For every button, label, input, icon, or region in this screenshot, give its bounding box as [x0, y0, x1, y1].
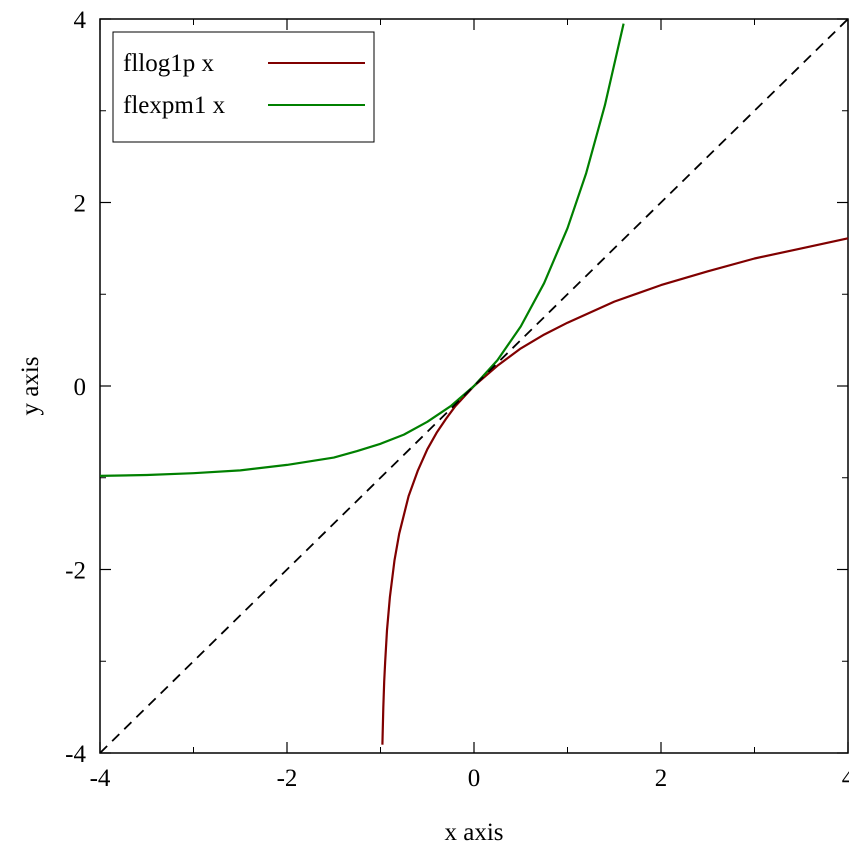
legend-label-fllog1p: fllog1p x: [123, 50, 214, 77]
x-axis-title: x axis: [444, 819, 503, 846]
tick-labels: -4 -2 0 2 4 -4 -2 0 2 4: [65, 7, 849, 792]
x-tick-label: 4: [842, 765, 849, 792]
axis-ticks: [99, 18, 849, 754]
x-tick-label: -2: [277, 765, 298, 792]
y-tick-label: 0: [74, 374, 87, 401]
y-tick-label: -2: [65, 558, 86, 585]
y-tick-label: -4: [65, 741, 86, 768]
legend-box: [112, 31, 375, 143]
series-line-flexpm1: [99, 23, 625, 477]
y-axis-title: y axis: [17, 356, 44, 415]
series-layer: [99, 18, 849, 754]
legend: fllog1p x flexpm1 x: [112, 31, 375, 143]
y-tick-label: 4: [74, 7, 87, 34]
legend-label-flexpm1: flexpm1 x: [123, 92, 226, 119]
y-tick-label: 2: [74, 191, 87, 218]
identity-dashed-line: [99, 18, 849, 754]
x-tick-label: -4: [90, 765, 111, 792]
x-tick-label: 2: [655, 765, 668, 792]
series-line-fllog1p: [381, 237, 849, 745]
x-tick-label: 0: [468, 765, 481, 792]
